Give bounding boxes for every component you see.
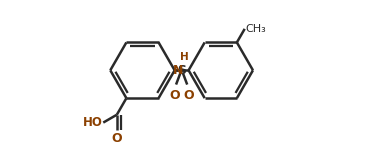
Text: N: N xyxy=(173,64,183,77)
Text: O: O xyxy=(111,132,122,145)
Text: HO: HO xyxy=(82,116,103,129)
Text: CH₃: CH₃ xyxy=(246,24,266,34)
Text: H: H xyxy=(180,52,188,62)
Text: S: S xyxy=(177,64,186,77)
Text: O: O xyxy=(169,88,180,102)
Text: O: O xyxy=(183,88,194,102)
